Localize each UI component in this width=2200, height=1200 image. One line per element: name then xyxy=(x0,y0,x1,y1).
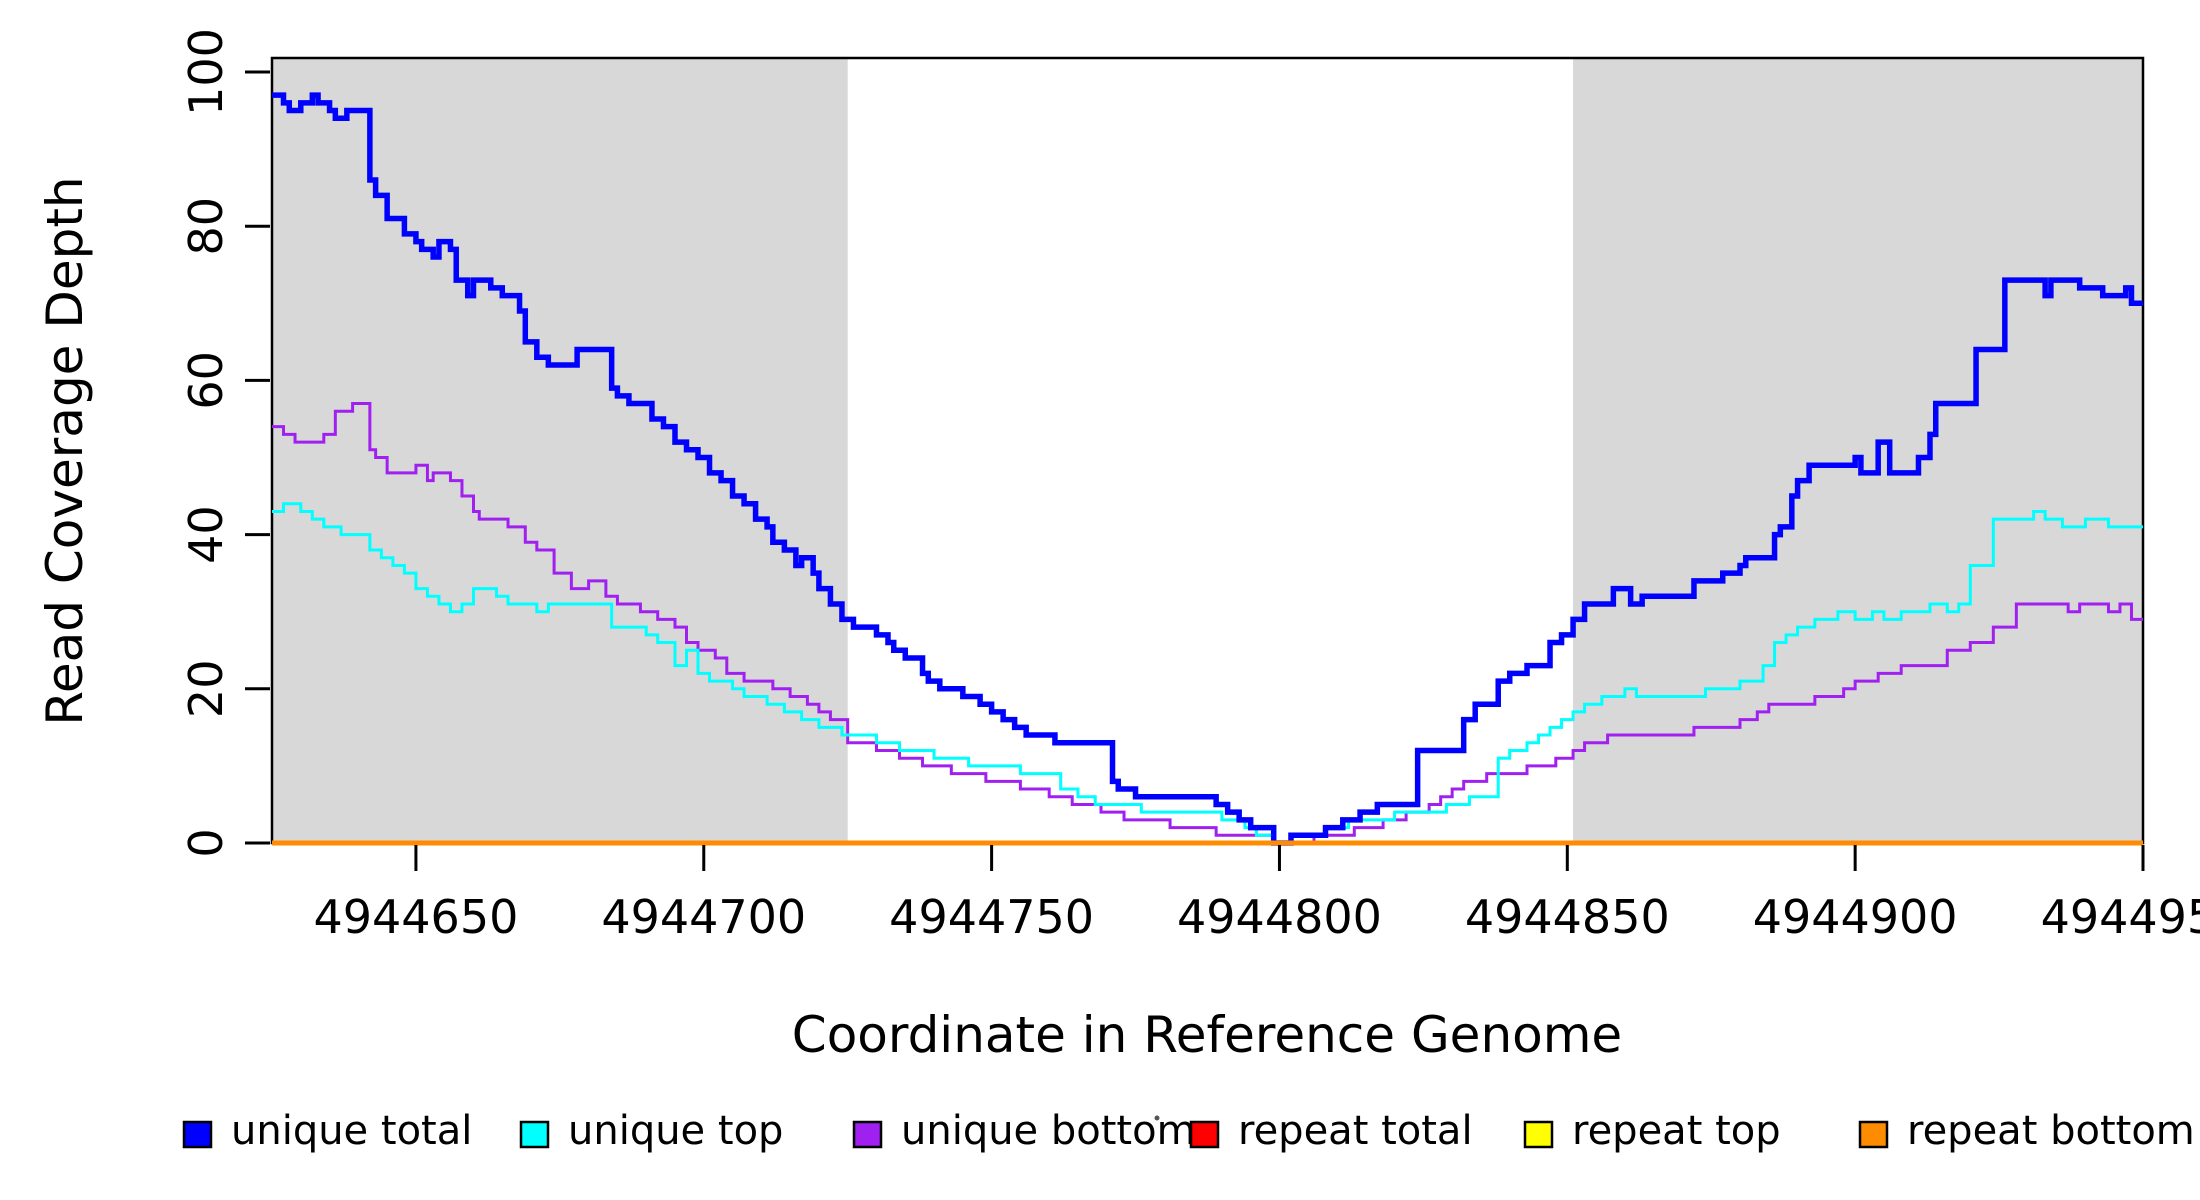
x-tick-label: 4944950 xyxy=(2041,890,2200,944)
x-tick-label: 4944650 xyxy=(313,890,518,944)
legend-item-unique-total: unique total xyxy=(182,1108,472,1154)
legend-label: repeat total xyxy=(1238,1108,1473,1154)
legend-swatch-unique-bottom xyxy=(852,1120,883,1149)
stray-mark xyxy=(1154,1115,1160,1121)
legend-swatch-unique-total xyxy=(182,1120,213,1149)
legend-label: unique total xyxy=(231,1108,472,1154)
legend-item-repeat-top: repeat top xyxy=(1523,1108,1781,1154)
repeat-shading-layer xyxy=(272,58,2143,843)
x-tick-label: 4944850 xyxy=(1465,890,1670,944)
y-tick-label: 40 xyxy=(179,505,233,564)
legend-item-repeat-total: repeat total xyxy=(1189,1108,1473,1154)
legend-label: repeat top xyxy=(1572,1108,1781,1154)
legend-swatch-unique-top xyxy=(519,1120,550,1149)
legend-swatch-repeat-total xyxy=(1189,1120,1220,1149)
legend-item-repeat-bottom: repeat bottom xyxy=(1858,1108,2195,1154)
legend-label: unique bottom xyxy=(901,1108,1196,1154)
repeat-region-shade-0 xyxy=(272,58,848,843)
series-layer xyxy=(272,92,2143,846)
y-tick-label: 20 xyxy=(179,660,233,719)
legend-swatch-repeat-top xyxy=(1523,1120,1554,1149)
legend-swatch-repeat-bottom xyxy=(1858,1120,1889,1149)
x-tick-label: 4944800 xyxy=(1177,890,1382,944)
x-tick-label: 4944900 xyxy=(1753,890,1958,944)
repeat-region-shade-1 xyxy=(1573,58,2143,843)
y-tick-label: 100 xyxy=(179,28,233,116)
series-line-unique-top xyxy=(272,502,2143,845)
series-line-unique-total xyxy=(272,92,2143,846)
axis-layer: 4944650 4944700 4944750 4944800 4944850 49449… xyxy=(179,28,2200,944)
x-tick-label: 4944750 xyxy=(889,890,1094,944)
legend-item-unique-top: unique top xyxy=(519,1108,783,1154)
y-tick-label: 0 xyxy=(179,828,233,857)
y-tick-label: 80 xyxy=(179,197,233,256)
legend-label: repeat bottom xyxy=(1907,1108,2195,1154)
x-axis-title: Coordinate in Reference Genome xyxy=(792,1006,1622,1064)
x-tick-label: 4944700 xyxy=(601,890,806,944)
legend: unique total unique top unique bottom repea… xyxy=(182,1108,2195,1154)
legend-label: unique top xyxy=(568,1108,783,1154)
y-tick-label: 60 xyxy=(179,351,233,410)
series-line-unique-bottom xyxy=(272,402,2143,845)
legend-item-unique-bottom: unique bottom xyxy=(852,1108,1196,1154)
y-axis-title: Read Coverage Depth xyxy=(36,176,94,725)
